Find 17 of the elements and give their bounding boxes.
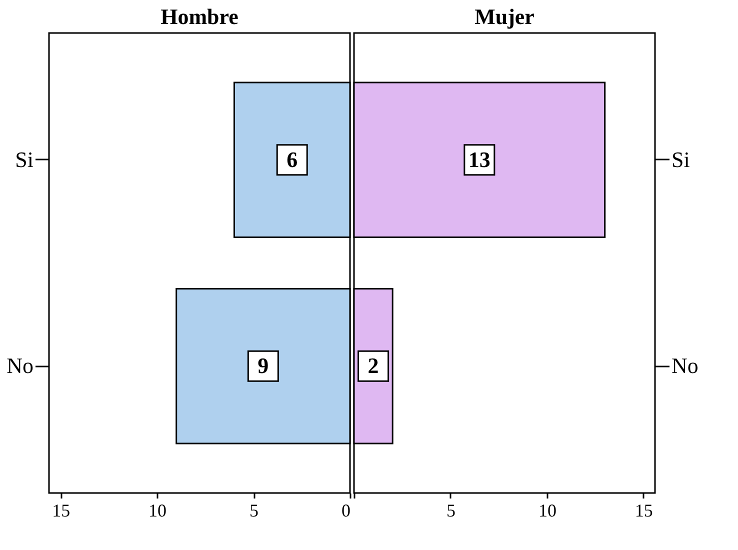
data-label: 6 xyxy=(286,146,298,172)
x-tick-label: 15 xyxy=(634,500,653,520)
chart-title: Mujer xyxy=(474,4,535,29)
data-label: 2 xyxy=(368,353,379,378)
y-tick-label: Si xyxy=(672,146,690,172)
x-tick-label: 10 xyxy=(538,500,556,520)
data-label: 9 xyxy=(258,353,269,378)
x-tick-label: 5 xyxy=(250,500,259,520)
chart-title: Hombre xyxy=(160,4,239,29)
y-tick-label: Si xyxy=(15,146,34,172)
x-tick-label: 0 xyxy=(342,500,350,520)
data-label: 13 xyxy=(468,146,490,172)
y-tick-label: No xyxy=(672,353,698,378)
x-tick-label: 5 xyxy=(446,500,456,520)
x-tick-label: 10 xyxy=(148,500,167,520)
y-tick-label: No xyxy=(6,353,34,378)
x-tick-label: 15 xyxy=(52,500,70,520)
